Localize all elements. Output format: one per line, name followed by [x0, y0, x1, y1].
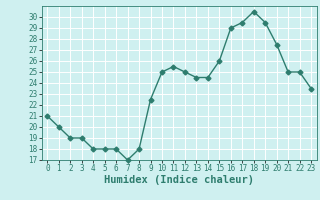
X-axis label: Humidex (Indice chaleur): Humidex (Indice chaleur) [104, 175, 254, 185]
